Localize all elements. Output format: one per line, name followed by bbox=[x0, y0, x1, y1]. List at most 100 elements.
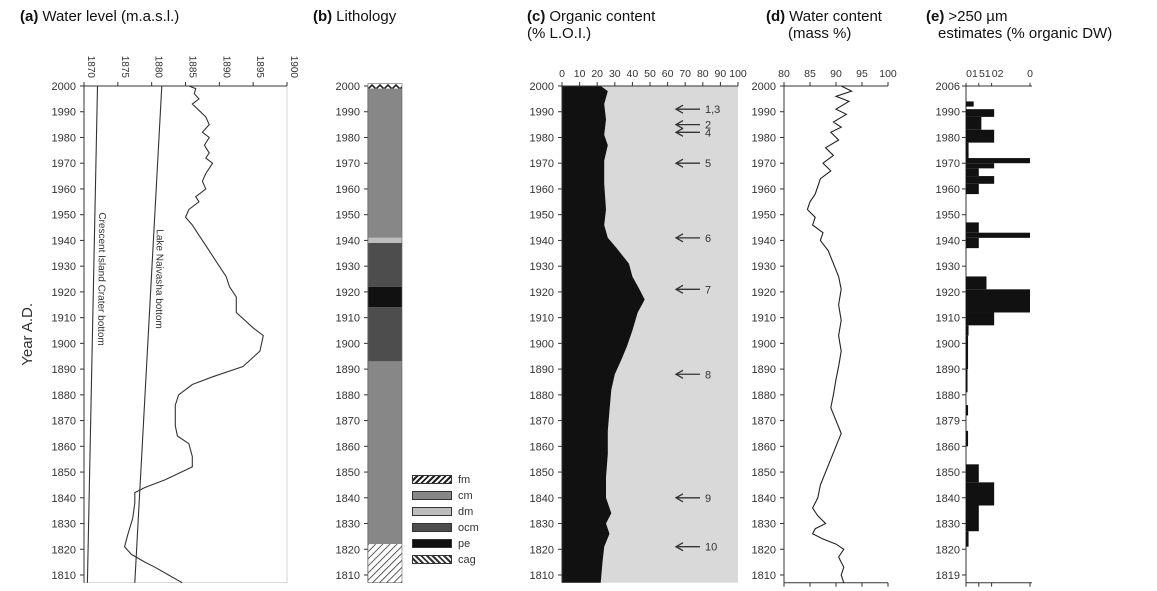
e-bar bbox=[966, 312, 995, 326]
e-x-tick-label: 01 bbox=[966, 68, 978, 80]
a-y-tick-label: 2000 bbox=[52, 81, 76, 93]
c-area-organic-content bbox=[562, 86, 645, 583]
e-y-tick-label: 1880 bbox=[936, 390, 960, 402]
e-bar bbox=[966, 232, 1030, 238]
a-y-tick-label: 1820 bbox=[52, 544, 76, 556]
b-y-tick-label: 1820 bbox=[336, 544, 360, 556]
e-bar bbox=[966, 430, 969, 447]
a-x-tick-label: 1900 bbox=[288, 56, 299, 79]
legend-label-fm: fm bbox=[458, 473, 471, 486]
panel-e-title: (e) >250 µm estimates (% organic DW) bbox=[926, 8, 1112, 42]
a-y-tick-label: 1970 bbox=[52, 158, 76, 170]
legend-swatch-pe bbox=[412, 539, 452, 548]
c-y-tick-label: 1960 bbox=[530, 184, 554, 196]
e-x-tick-label: 51 bbox=[979, 68, 991, 80]
c-y-tick-label: 1870 bbox=[530, 416, 554, 428]
b-y-tick-label: 1940 bbox=[336, 235, 360, 247]
panel-d-water-content-chart: 2000 1990 1980 1970 1960 1950 1940 1930 1920 1910… bbox=[752, 68, 897, 587]
d-y-tick-label: 1990 bbox=[752, 107, 776, 119]
c-y-tick-label: 1950 bbox=[530, 210, 554, 222]
e-y-tick-label: 1910 bbox=[936, 313, 960, 325]
d-x-tick-label: 100 bbox=[879, 68, 897, 80]
panel-a-title: (a) Water level (m.a.s.l.) bbox=[20, 8, 179, 25]
a-y-tick-label: 1890 bbox=[52, 364, 76, 376]
panel-c-title-line2: (% L.O.I.) bbox=[527, 25, 592, 42]
b-unit-dm bbox=[368, 237, 402, 243]
c-annotation-label: 9 bbox=[705, 493, 711, 505]
b-column-outline bbox=[367, 83, 403, 584]
legend-label-pe: pe bbox=[458, 537, 471, 550]
panel-a-water-level-chart: 2000 1990 1980 1970 1960 1950 1940 1930 1920 1910… bbox=[19, 56, 299, 584]
a-y-tick-label: 1990 bbox=[52, 107, 76, 119]
c-x-tick-label: 60 bbox=[662, 68, 674, 80]
e-y-tick-label: 2006 bbox=[936, 81, 960, 93]
c-x-tick-label: 90 bbox=[715, 68, 727, 80]
e-y-tick-label: 1879 bbox=[936, 416, 960, 428]
b-y-tick-label: 1960 bbox=[336, 184, 360, 196]
e-bar bbox=[966, 129, 995, 143]
b-unit-cm bbox=[368, 361, 402, 545]
c-annotation-arrow: 10 bbox=[674, 542, 717, 554]
c-y-tick-label: 1860 bbox=[530, 441, 554, 453]
legend-label-cag: cag bbox=[458, 553, 476, 566]
e-y-tick-label: 1950 bbox=[936, 210, 960, 222]
c-annotation-arrow: 8 bbox=[674, 369, 711, 381]
c-annotation-label: 10 bbox=[705, 542, 717, 554]
e-bar bbox=[966, 163, 995, 169]
c-arrow-head bbox=[674, 127, 684, 137]
c-annotation-label: 6 bbox=[705, 233, 711, 245]
a-series-crescent-crater-bottom bbox=[86, 85, 99, 583]
c-annotation-label: 7 bbox=[705, 284, 711, 296]
e-bar bbox=[966, 482, 995, 506]
e-y-tick-label: 1890 bbox=[936, 364, 960, 376]
d-y-tick-label: 1970 bbox=[752, 158, 776, 170]
panel-a-title-text: Water level (m.a.s.l.) bbox=[42, 8, 180, 25]
c-x-tick-label: 50 bbox=[644, 68, 656, 80]
b-unit-cag bbox=[368, 544, 402, 583]
b-unit-fm bbox=[368, 83, 402, 89]
e-bar bbox=[966, 183, 979, 195]
a-x-tick-label: 1875 bbox=[119, 56, 130, 79]
a-y-tick-label: 1860 bbox=[52, 441, 76, 453]
c-y-tick-label: 1810 bbox=[530, 570, 554, 582]
c-annotation-arrow: 9 bbox=[674, 493, 711, 505]
lithology-legend: fm cm dm ocm pe cag bbox=[412, 472, 479, 568]
c-annotation-label: 1,3 bbox=[705, 104, 720, 116]
panel-a-letter: (a) bbox=[20, 8, 39, 25]
legend-item-fm: fm bbox=[412, 472, 479, 487]
a-y-tick-label: 1830 bbox=[52, 519, 76, 531]
legend-label-ocm: ocm bbox=[458, 521, 479, 534]
panel-d-title-text: Water content bbox=[789, 8, 882, 25]
b-y-tick-label: 1890 bbox=[336, 364, 360, 376]
e-y-tick-label: 1970 bbox=[936, 158, 960, 170]
e-bar bbox=[966, 101, 974, 107]
e-bar bbox=[966, 158, 1030, 164]
c-arrow-head bbox=[674, 542, 684, 552]
d-series-water-content bbox=[806, 85, 854, 583]
d-x-tick-label: 95 bbox=[856, 68, 868, 80]
c-annotation-label: 8 bbox=[705, 369, 711, 381]
a-y-tick-label: 1960 bbox=[52, 184, 76, 196]
c-x-tick-label: 100 bbox=[729, 68, 747, 80]
c-y-tick-label: 1930 bbox=[530, 261, 554, 273]
c-arrow-head bbox=[674, 158, 684, 168]
a-x-tick-label: 1880 bbox=[153, 56, 164, 79]
d-y-tick-label: 1870 bbox=[752, 416, 776, 428]
e-bar bbox=[966, 168, 979, 177]
c-y-tick-label: 1840 bbox=[530, 493, 554, 505]
b-y-tick-label: 1910 bbox=[336, 313, 360, 325]
e-bar bbox=[966, 116, 982, 130]
b-y-tick-label: 1830 bbox=[336, 519, 360, 531]
panel-e-title-text: >250 µm bbox=[948, 8, 1008, 25]
e-y-tick-label: 1819 bbox=[936, 570, 960, 582]
b-y-tick-label: 1930 bbox=[336, 261, 360, 273]
e-bar bbox=[966, 531, 969, 547]
d-y-tick-label: 1850 bbox=[752, 467, 776, 479]
a-x-tick-label: 1885 bbox=[187, 56, 198, 79]
legend-item-pe: pe bbox=[412, 536, 479, 551]
c-x-tick-label: 70 bbox=[679, 68, 691, 80]
legend-swatch-cag bbox=[412, 555, 452, 564]
panel-e-letter: (e) bbox=[926, 8, 945, 25]
c-x-tick-label: 20 bbox=[591, 68, 603, 80]
d-y-tick-label: 1950 bbox=[752, 210, 776, 222]
